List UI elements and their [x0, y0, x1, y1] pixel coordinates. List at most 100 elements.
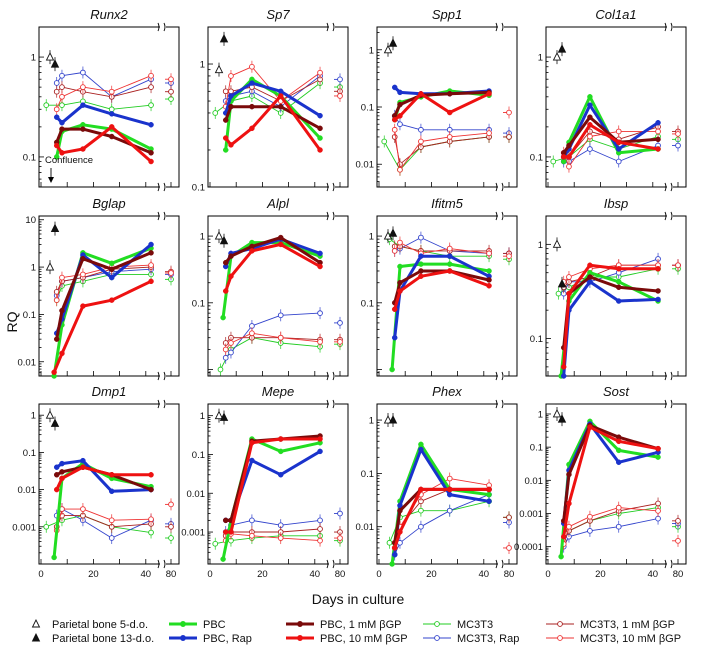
axis-break-mark	[326, 22, 335, 32]
legend-label: MC3T3, 1 mM βGP	[580, 619, 675, 631]
data-point	[446, 134, 453, 140]
data-point	[148, 72, 154, 79]
x-tick-label: 80	[166, 569, 177, 580]
y-tick-label: 0.01	[18, 485, 37, 496]
panel-sost: Sost 0.0001 0.001 0.01 0.1 1 0 20 40 80	[514, 384, 687, 580]
series-mc3t3-rap	[560, 512, 681, 553]
data-point	[418, 253, 424, 259]
axis-break-gap	[498, 211, 504, 221]
data-point	[249, 330, 255, 337]
data-point	[228, 253, 234, 259]
series-pbc-10-mm-gp	[391, 486, 492, 551]
axis-break-gap	[329, 22, 335, 32]
data-point	[675, 262, 681, 269]
axis-break-mark	[664, 559, 673, 569]
y-tick-label: 1	[200, 60, 205, 71]
legend-marker	[180, 621, 186, 627]
panel-title: Alpl	[266, 196, 290, 211]
data-point	[59, 93, 65, 100]
data-point	[397, 279, 403, 286]
data-point	[389, 366, 395, 373]
panel-dmp1: Dmp1 0.001 0.01 0.1 1 0 20 40 80	[12, 384, 180, 580]
data-point	[655, 454, 661, 460]
data-point	[317, 112, 323, 119]
bone-13d-marker	[50, 59, 60, 68]
data-point	[249, 440, 255, 446]
data-point	[249, 532, 255, 539]
panel-ibsp: Ibsp 0.1 1	[530, 196, 687, 381]
x-tick-label: 20	[257, 569, 268, 580]
data-point	[587, 513, 593, 520]
legend-item-p13: Parietal bone 13-d.o.	[31, 632, 154, 645]
data-point	[615, 284, 622, 291]
data-point	[249, 63, 255, 70]
y-tick-label: 1	[31, 411, 36, 422]
data-point	[397, 288, 403, 294]
series-line	[220, 337, 321, 370]
data-point	[418, 234, 424, 241]
axis-break-gap	[667, 182, 673, 192]
y-tick-label: 0.01	[18, 357, 37, 368]
axis-break-mark	[664, 399, 673, 409]
series-line	[224, 81, 321, 117]
data-point	[615, 459, 622, 466]
legend-marker	[297, 635, 303, 641]
y-tick-label: 1	[31, 53, 36, 64]
data-point	[59, 274, 65, 281]
bone-5d-marker	[45, 52, 55, 61]
data-point	[222, 288, 229, 294]
data-point	[615, 139, 622, 146]
data-point	[53, 88, 60, 95]
data-point	[277, 241, 284, 248]
data-point	[675, 537, 681, 544]
x-tick-label: 40	[648, 569, 659, 580]
data-point	[317, 147, 323, 153]
bone-13d-marker	[50, 223, 60, 233]
axis-break-mark	[157, 211, 166, 221]
data-point	[59, 84, 65, 90]
axis-break-mark	[664, 371, 673, 381]
series-mc3t3-10-mm-gp	[391, 106, 512, 176]
bone-5d-marker	[552, 239, 562, 248]
data-point	[655, 445, 661, 452]
plot-frame	[376, 215, 518, 377]
data-point	[168, 523, 174, 530]
axis-break-gap	[160, 399, 166, 409]
data-point	[148, 102, 154, 109]
data-point	[486, 130, 492, 136]
axis-break-gap	[667, 22, 673, 32]
data-point	[486, 486, 492, 493]
data-point	[615, 266, 622, 272]
axis-break-gap	[667, 399, 673, 409]
data-point	[446, 109, 453, 116]
data-point	[486, 250, 492, 257]
y-tick-label: 0.1	[192, 183, 205, 194]
data-point	[212, 540, 219, 547]
data-point	[277, 103, 284, 110]
panel-phex: Phex 0.01 0.1 1 0 20 40 80	[356, 384, 518, 580]
bone-5d-marker	[214, 64, 224, 74]
series-line	[393, 92, 490, 121]
data-point	[675, 517, 681, 524]
bone-13d-marker	[219, 235, 229, 245]
series-mc3t3-10-mm-gp	[53, 69, 174, 116]
data-point	[486, 277, 492, 283]
y-tick-label: 1	[538, 240, 543, 251]
data-point	[391, 126, 398, 133]
data-point	[108, 472, 115, 478]
data-point	[222, 88, 229, 95]
data-point	[655, 119, 661, 126]
axis-break-gap	[329, 182, 335, 192]
data-point	[222, 135, 229, 141]
data-point	[108, 133, 115, 140]
data-point	[486, 491, 492, 498]
panel-title: Sost	[603, 384, 630, 399]
data-point	[391, 248, 398, 254]
data-point	[566, 471, 572, 478]
bone-5d-marker	[383, 44, 393, 54]
data-point	[389, 561, 395, 567]
data-point	[391, 334, 398, 341]
series-pbc-10-mm-gp	[391, 268, 492, 313]
axis-break-mark	[157, 371, 166, 381]
data-point	[587, 262, 593, 268]
